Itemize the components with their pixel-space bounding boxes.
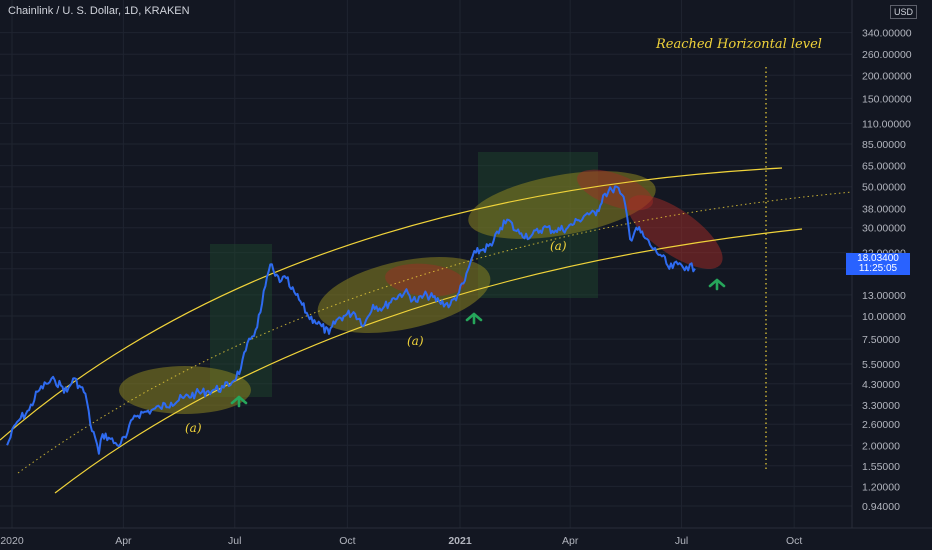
x-tick-label: Jul [228,535,241,547]
chart-title: Chainlink / U. S. Dollar, 1D, KRAKEN [8,5,190,17]
y-tick-label: 10.00000 [862,311,906,323]
ellipse-red-3 [627,195,723,269]
bar-countdown: 11:25:05 [858,263,898,274]
annotation-a-2: (a) [407,334,424,348]
y-tick-label: 4.30000 [862,379,900,391]
y-tick-label: 2.00000 [862,440,900,452]
channel-upper [0,167,783,441]
x-tick-label: Oct [339,535,355,547]
y-tick-label: 110.00000 [862,118,911,130]
last-price: 18.03400 [857,253,899,264]
channel-lower [54,228,803,494]
last-price-tag: 18.03400 11:25:05 [846,253,910,275]
y-tick-label: 1.20000 [862,481,900,493]
annotation-reached-level: Reached Horizontal level [655,37,822,52]
x-tick-label: Oct [786,535,802,547]
channel-middle [17,191,853,474]
x-tick-label: Apr [115,535,132,547]
arrows [230,278,726,408]
y-tick-label: 200.00000 [862,70,912,82]
time-axis[interactable]: 2020 Apr Jul Oct 2021 Apr Jul Oct [0,535,802,547]
ellipse-red-1 [385,263,465,297]
arrow-up-icon [708,278,726,291]
arrow-up-icon [230,395,248,408]
currency-badge[interactable]: USD [890,5,918,19]
y-tick-label: 65.00000 [862,161,906,173]
y-tick-label: 50.00000 [862,182,906,194]
y-tick-label: 38.00000 [862,204,906,216]
y-tick-label: 260.00000 [862,49,912,61]
y-tick-label: 7.50000 [862,334,900,346]
channel-lines [0,67,853,494]
y-tick-label: 30.00000 [862,223,906,235]
y-tick-label: 85.00000 [862,139,906,151]
x-tick-label: Jul [675,535,688,547]
x-tick-label: 2021 [448,535,472,547]
y-tick-label: 3.30000 [862,400,900,412]
y-tick-label: 0.94000 [862,501,900,513]
price-line [6,185,696,455]
ellipse-1 [119,366,251,414]
annotation-a-1: (a) [185,421,202,435]
y-tick-label: 2.60000 [862,419,900,431]
annotation-a-3: (a) [550,239,567,253]
y-tick-label: 13.00000 [862,290,906,302]
y-tick-label: 5.50000 [862,359,900,371]
x-tick-label: Apr [562,535,579,547]
y-tick-label: 150.00000 [862,93,912,105]
y-tick-label: 340.00000 [862,28,912,40]
x-tick-label: 2020 [0,535,24,547]
arrow-up-icon [465,312,483,325]
y-tick-label: 1.55000 [862,461,900,473]
